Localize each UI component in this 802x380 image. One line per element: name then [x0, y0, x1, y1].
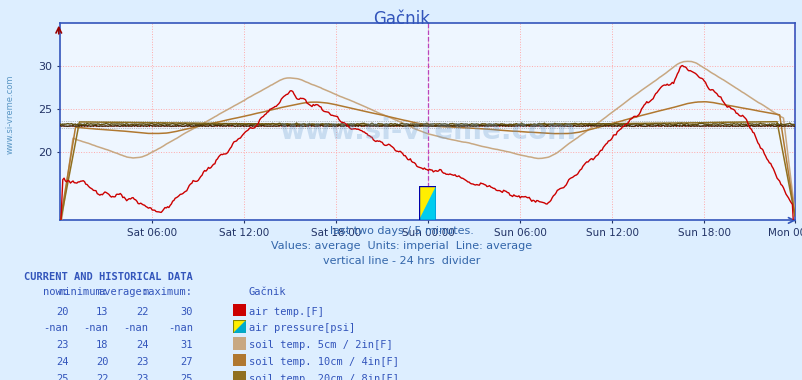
Text: 31: 31 [180, 340, 192, 350]
Text: Values: average  Units: imperial  Line: average: Values: average Units: imperial Line: av… [270, 241, 532, 251]
Text: last two days / 5 minutes.: last two days / 5 minutes. [329, 226, 473, 236]
Polygon shape [418, 186, 435, 220]
Text: -nan: -nan [43, 323, 68, 333]
Text: soil temp. 10cm / 4in[F]: soil temp. 10cm / 4in[F] [249, 357, 399, 367]
Text: now:: now: [43, 287, 68, 297]
Text: 25: 25 [180, 374, 192, 380]
Polygon shape [418, 186, 435, 220]
Text: Gačnik: Gačnik [249, 287, 286, 297]
Text: 23: 23 [136, 374, 148, 380]
Text: soil temp. 20cm / 8in[F]: soil temp. 20cm / 8in[F] [249, 374, 399, 380]
Text: -nan: -nan [124, 323, 148, 333]
Polygon shape [233, 320, 245, 333]
Text: 30: 30 [180, 307, 192, 317]
Text: 27: 27 [180, 357, 192, 367]
Text: 20: 20 [55, 307, 68, 317]
Text: Gačnik: Gačnik [373, 10, 429, 27]
Text: vertical line - 24 hrs  divider: vertical line - 24 hrs divider [322, 256, 480, 266]
Text: air temp.[F]: air temp.[F] [249, 307, 323, 317]
Text: -nan: -nan [168, 323, 192, 333]
Text: soil temp. 5cm / 2in[F]: soil temp. 5cm / 2in[F] [249, 340, 392, 350]
Text: -nan: -nan [83, 323, 108, 333]
Text: 25: 25 [55, 374, 68, 380]
Text: 23: 23 [136, 357, 148, 367]
Text: 18: 18 [95, 340, 108, 350]
Text: 22: 22 [136, 307, 148, 317]
Text: 13: 13 [95, 307, 108, 317]
Text: CURRENT AND HISTORICAL DATA: CURRENT AND HISTORICAL DATA [24, 272, 192, 282]
Text: 24: 24 [55, 357, 68, 367]
Text: 24: 24 [136, 340, 148, 350]
Text: 20: 20 [95, 357, 108, 367]
Text: www.si-vreme.com: www.si-vreme.com [279, 117, 575, 146]
Text: air pressure[psi]: air pressure[psi] [249, 323, 354, 333]
Text: 23: 23 [55, 340, 68, 350]
Text: 22: 22 [95, 374, 108, 380]
Text: www.si-vreme.com: www.si-vreme.com [6, 74, 15, 154]
Text: minimum:: minimum: [59, 287, 108, 297]
Text: maximum:: maximum: [143, 287, 192, 297]
Text: average:: average: [99, 287, 148, 297]
